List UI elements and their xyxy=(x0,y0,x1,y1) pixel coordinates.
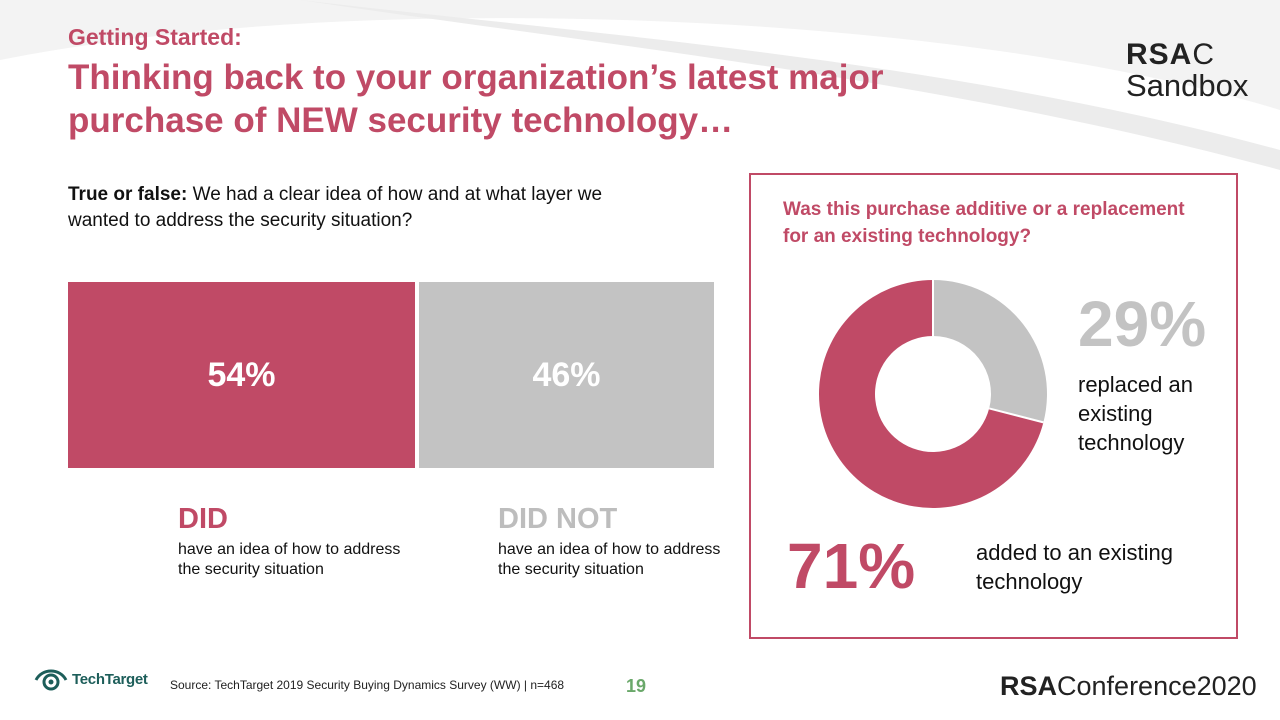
donut-label-replaced: replaced an existing technology xyxy=(1078,372,1193,455)
slide-kicker: Getting Started: xyxy=(68,24,242,50)
bar-did-not: 46% xyxy=(419,282,714,468)
slide-title: Thinking back to your organization’s lat… xyxy=(68,58,884,140)
donut-value-replaced: 29% xyxy=(1078,288,1207,360)
bar-did: 54% xyxy=(68,282,415,468)
split-bar-chart: 54% 46% xyxy=(68,282,714,468)
bar-did-label: 54% xyxy=(207,355,276,394)
source-note: Source: TechTarget 2019 Security Buying … xyxy=(170,678,565,692)
techtarget-eye-icon xyxy=(34,669,68,691)
category-did-not-desc: have an idea of how to address the secur… xyxy=(498,541,721,578)
donut-separator-right xyxy=(988,407,1044,424)
question-text: We had a clear idea of how and at what l… xyxy=(68,184,603,231)
category-did-desc: have an idea of how to address the secur… xyxy=(178,541,401,578)
sandbox-wordmark: Sandbox xyxy=(1126,68,1249,103)
background-swoosh xyxy=(0,0,1280,170)
category-did-not: DID NOT have an idea of how to address t… xyxy=(498,502,728,580)
donut-slice-added xyxy=(819,280,1044,508)
techtarget-wordmark: TechTarget xyxy=(72,670,148,688)
question-clear-idea: True or false: We had a clear idea of ho… xyxy=(68,182,628,234)
donut-panel xyxy=(749,173,1238,639)
donut-label-added: added to an existing technology xyxy=(976,540,1173,594)
bar-did-not-label: 46% xyxy=(532,355,601,394)
conference-logo-tail: Conference2020 xyxy=(1057,671,1257,701)
page-number: 19 xyxy=(626,676,647,696)
donut-value-added: 71% xyxy=(787,530,916,602)
donut-question: Was this purchase additive or a replacem… xyxy=(783,199,1185,247)
rsac-logo-bold: RSA xyxy=(1126,38,1193,71)
category-did-title: DID xyxy=(178,503,228,535)
category-did: DID have an idea of how to address the s… xyxy=(178,502,408,580)
rsa-conference-logo: RSAConference2020 xyxy=(1000,671,1257,701)
category-did-not-title: DID NOT xyxy=(498,503,618,535)
conference-logo-bold: RSA xyxy=(1000,671,1058,701)
donut-slice-replaced xyxy=(933,280,1047,423)
rsac-sandbox-logo: RSAC Sandbox xyxy=(1126,40,1266,102)
donut-chart xyxy=(819,280,1047,508)
question-lead: True or false: xyxy=(68,184,188,205)
techtarget-logo: TechTarget xyxy=(34,662,164,696)
rsac-logo-tail: C xyxy=(1192,38,1216,71)
